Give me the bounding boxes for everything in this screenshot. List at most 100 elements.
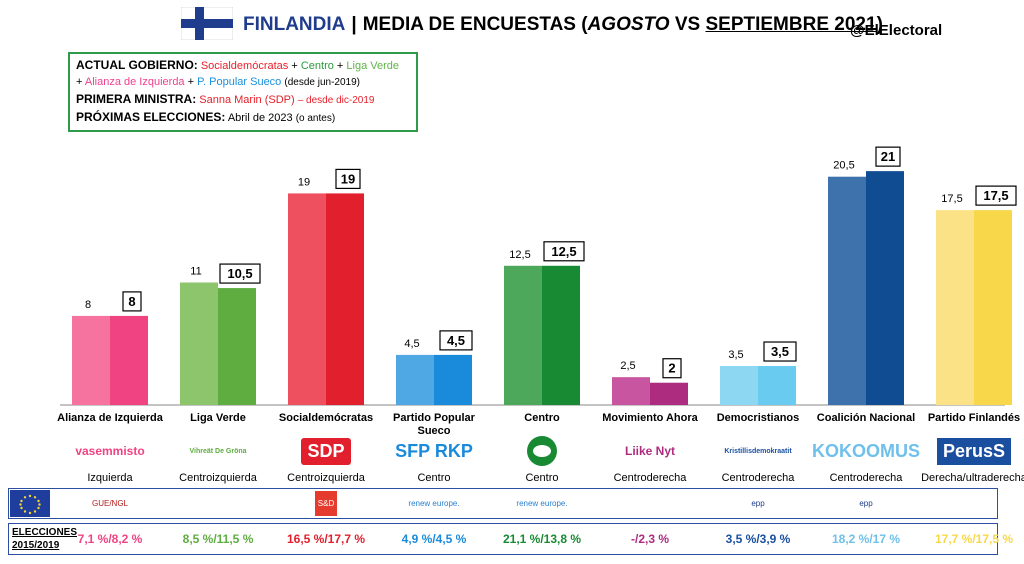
value-label-agosto: 17,5 xyxy=(941,193,962,205)
bar-septiembre xyxy=(326,193,364,405)
eu-group-logo: epp xyxy=(751,499,765,508)
party-logo-icon: Vihreät De Gröna xyxy=(163,434,273,468)
party-logo-icon: SDP xyxy=(271,434,381,468)
bar-septiembre xyxy=(542,265,580,405)
party-name: Partido Popular Sueco xyxy=(393,412,475,437)
value-label-agosto: 8 xyxy=(85,299,91,311)
value-label-agosto: 11 xyxy=(190,266,201,278)
bar-septiembre xyxy=(974,210,1012,405)
party-logo-text: Vihreät De Gröna xyxy=(189,447,247,455)
bar-septiembre xyxy=(218,288,256,405)
value-label-septiembre: 8 xyxy=(128,294,135,309)
eu-group-row xyxy=(8,488,998,519)
election-result: 7,1 %/8,2 % xyxy=(77,532,143,546)
value-label-box xyxy=(543,241,585,262)
title-suffix: ) xyxy=(876,14,883,35)
gov-party-centro: Centro xyxy=(300,60,334,72)
title-prefix: MEDIA DE ENCUESTAS ( xyxy=(362,14,588,35)
gov-party-liga-verde: Liga Verde xyxy=(346,60,400,72)
bar-septiembre xyxy=(758,366,796,405)
bar-agosto xyxy=(288,193,326,405)
pm-line: PRIMERA MINISTRA: Sanna Marin (SDP) – de… xyxy=(76,91,410,109)
election-result: 18,2 %/17 % xyxy=(831,532,901,546)
title-vs: VS xyxy=(669,14,706,35)
party-ideology: Derecha/ultraderecha xyxy=(921,472,1024,484)
eu-group-logo: renew europe. xyxy=(516,499,568,508)
eu-flag-icon xyxy=(10,490,50,517)
value-label-agosto: 3,5 xyxy=(728,349,743,361)
value-label-agosto: 4,5 xyxy=(404,338,419,350)
party-name: Socialdemócratas xyxy=(278,412,374,424)
party-name: Alianza de Izquierda xyxy=(57,412,163,424)
election-result: 16,5 %/17,7 % xyxy=(286,532,366,546)
election-result: -/2,3 % xyxy=(630,532,669,546)
bar-agosto xyxy=(180,282,218,405)
value-label-septiembre: 3,5 xyxy=(771,344,789,359)
twitter-handle: @ElElectoral xyxy=(850,22,943,39)
elections-row xyxy=(8,523,998,555)
page-title: FINLANDIA | MEDIA DE ENCUESTAS (AGOSTO VS … xyxy=(243,14,883,36)
next-value: Abril de 2023 xyxy=(227,112,293,124)
election-result: 4,9 %/4,5 % xyxy=(401,532,467,546)
party-name: Partido Finlandés xyxy=(927,412,1021,424)
title-month-a: AGOSTO xyxy=(587,14,670,35)
party-logo-icon: KOKOOMUS xyxy=(811,434,921,468)
party-ideology: Centro xyxy=(417,472,451,484)
value-label-box xyxy=(875,146,901,167)
party-name: Movimiento Ahora xyxy=(602,412,698,424)
government-line: ACTUAL GOBIERNO: Socialdemócratas + Cent… xyxy=(76,57,410,74)
gov-party-alianza: Alianza de Izquierda xyxy=(84,76,185,88)
value-label-box xyxy=(662,358,682,379)
finland-flag-icon xyxy=(181,7,233,40)
title-separator: | xyxy=(351,14,357,35)
party-ideology: Centroizquierda xyxy=(179,472,257,484)
government-infobox: ACTUAL GOBIERNO: Socialdemócratas + Cent… xyxy=(68,52,418,132)
bar-agosto xyxy=(828,176,866,405)
plus-sign: + xyxy=(288,60,301,72)
eu-group-logo xyxy=(929,491,1019,516)
party-ideology: Centroderecha xyxy=(613,472,687,484)
gov-since: (desde jun-2019) xyxy=(284,77,360,88)
election-result: 8,5 %/11,5 % xyxy=(182,532,254,546)
eu-group-logo: S&D xyxy=(315,491,337,516)
bar-septiembre xyxy=(866,171,904,405)
party-ideology: Centroderecha xyxy=(829,472,903,484)
pm-name: Sanna Marin (SDP) xyxy=(199,94,295,106)
value-label-agosto: 2,5 xyxy=(620,360,635,372)
bar-septiembre xyxy=(110,315,148,405)
bar-agosto xyxy=(72,315,110,405)
value-label-box xyxy=(763,341,797,362)
pm-label: PRIMERA MINISTRA: xyxy=(76,92,197,106)
party-logo-icon: Kristillisdemokraatit xyxy=(703,434,813,468)
party-logo-text: SDP xyxy=(301,437,351,465)
plus-sign: + xyxy=(333,60,347,72)
value-label-box xyxy=(219,263,261,284)
eu-group-logo: renew europe. xyxy=(408,499,460,508)
bar-agosto xyxy=(936,210,974,405)
value-label-agosto: 20,5 xyxy=(833,160,854,172)
party-logo-text: vasemmisto xyxy=(75,444,145,458)
party-ideology: Izquierda xyxy=(87,472,133,484)
party-name: Democristianos xyxy=(716,412,800,424)
party-ideology: Centro xyxy=(525,472,559,484)
bar-septiembre xyxy=(434,354,472,405)
gov-party-sdp: Socialdemócratas xyxy=(200,60,289,72)
government-line-2: + Alianza de Izquierda + P. Popular Suec… xyxy=(76,74,410,91)
value-label-septiembre: 21 xyxy=(881,149,895,164)
party-name: Centro xyxy=(524,412,560,424)
value-label-box xyxy=(975,185,1017,206)
next-election-line: PRÓXIMAS ELECCIONES: Abril de 2023 (o an… xyxy=(76,109,410,127)
plus-sign: + xyxy=(184,76,198,88)
value-label-agosto: 12,5 xyxy=(509,249,530,261)
party-logo-text: SFP RKP xyxy=(395,440,473,461)
party-ideology: Centroizquierda xyxy=(287,472,365,484)
value-label-septiembre: 17,5 xyxy=(983,188,1008,203)
value-label-septiembre: 2 xyxy=(668,361,675,376)
party-name: Liga Verde xyxy=(190,412,246,424)
eu-group-logo xyxy=(605,491,695,516)
value-label-agosto: 19 xyxy=(298,176,310,188)
party-name: Coalición Nacional xyxy=(816,412,916,424)
bar-septiembre xyxy=(650,382,688,405)
next-note: (o antes) xyxy=(295,113,336,124)
country-name: FINLANDIA xyxy=(243,14,346,35)
